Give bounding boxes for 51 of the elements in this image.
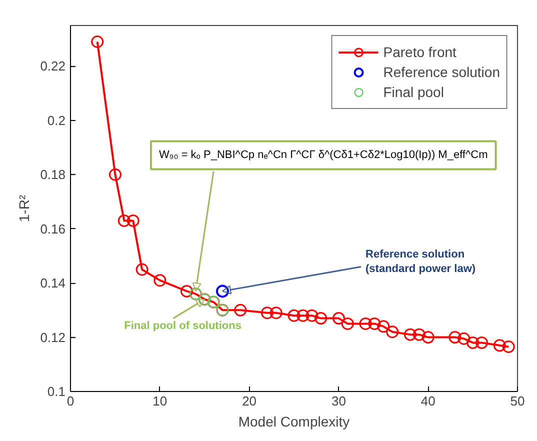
point [404,328,416,341]
legend-label: Final pool [383,84,444,100]
x-tick-label: 20 [242,394,257,408]
point [260,306,274,320]
point [108,168,122,181]
x-tick-label: 50 [510,394,525,408]
point [448,331,462,344]
point [332,312,345,325]
point [368,317,381,330]
point [422,331,434,344]
point [377,320,390,333]
point [234,304,247,316]
y-tick-label: 0.18 [40,167,66,182]
point [386,326,399,338]
y-tick-label: 0.12 [40,330,66,345]
point [412,328,426,341]
annotation: W₉₀ = kₒ P_NBI^Cp nₑ^Cn Γ^CΓ δ^(Cδ1+Cδ2*Log10(Ip)) M_eff^Cm [158,149,488,162]
point [288,309,300,322]
point [493,339,506,352]
point [154,274,166,287]
point [216,284,229,298]
x-axis-title: Model Complexity [238,414,350,430]
y-tick-label: 0.22 [40,58,66,74]
y-tick-label: 0.1 [47,384,66,399]
point [270,306,282,320]
point [502,340,515,354]
point [341,317,354,330]
point [296,309,310,322]
y-tick-label: 0.2 [47,112,66,128]
point [180,284,193,298]
point [91,36,104,48]
legend-label: Pareto front [383,44,456,60]
point [359,317,372,330]
point [306,309,318,322]
y-tick-label: 0.16 [40,221,66,236]
x-tick-label: 30 [331,394,346,408]
x-tick-label: 0 [66,394,74,408]
point [136,263,148,276]
point [466,336,480,349]
point [458,332,470,345]
annotation: Final pool of solutions [124,320,242,332]
x-tick-label: 10 [152,394,168,408]
point [314,312,328,325]
legend-label: Reference solution [383,64,500,80]
point [118,214,130,227]
point [126,214,140,227]
y-tick-label: 0.14 [40,276,66,291]
point [475,336,488,349]
y-axis-title: 1-R² [16,194,32,222]
x-tick-label: 40 [420,394,436,408]
annotation: Reference solution (standard power law) [366,248,476,275]
